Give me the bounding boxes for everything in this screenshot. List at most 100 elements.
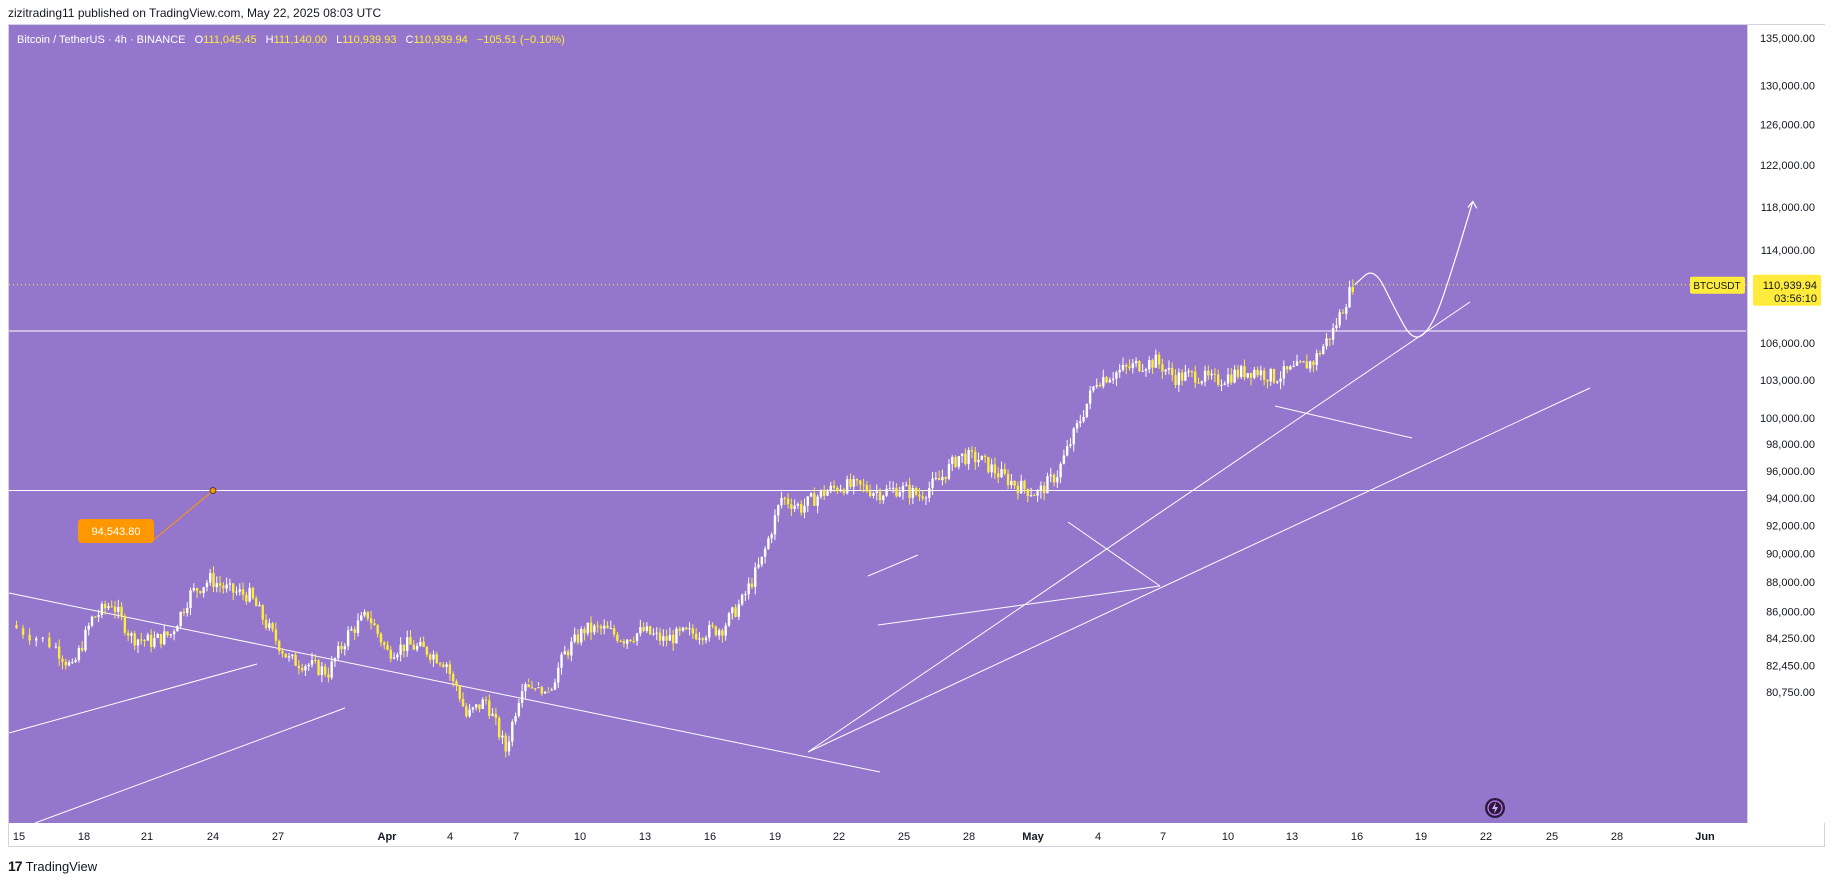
candle-body — [140, 639, 143, 641]
candle-body — [1029, 495, 1033, 497]
price-tick-label: 92,000.00 — [1766, 520, 1815, 532]
candle-body — [1020, 480, 1023, 494]
candle-body — [1345, 307, 1348, 314]
time-tick-label: 28 — [1611, 831, 1623, 843]
candle-body — [688, 628, 691, 630]
candle-body — [57, 646, 61, 659]
price-tick-label: 126,000.00 — [1760, 120, 1815, 132]
candle-body — [294, 654, 297, 666]
candle-body — [379, 633, 383, 643]
candle-body — [691, 628, 695, 634]
candle-body — [481, 699, 484, 709]
candle-body — [225, 584, 228, 589]
candle-body — [215, 583, 218, 588]
candle-body — [1184, 372, 1187, 381]
wedge-lower-line[interactable] — [877, 585, 1161, 626]
candle-body — [639, 627, 642, 634]
time-tick-label: 7 — [1160, 831, 1166, 843]
candle-body — [721, 630, 724, 636]
candle-body — [1016, 485, 1020, 494]
candle-body — [1102, 377, 1105, 387]
candle-body — [218, 583, 222, 586]
candle-body — [1105, 377, 1108, 383]
candle-body — [1223, 383, 1226, 385]
candle-body — [222, 585, 225, 589]
channel-upper-line[interactable] — [807, 301, 1471, 753]
candle-body — [1187, 371, 1190, 373]
channel-lower-line[interactable] — [807, 387, 1591, 753]
candle-body — [80, 648, 84, 651]
candle-body — [619, 640, 622, 642]
candle-body — [1151, 360, 1154, 368]
candle-body — [901, 485, 905, 493]
candle-body — [291, 654, 294, 657]
projection-path[interactable] — [1354, 201, 1474, 338]
candle-body — [340, 646, 343, 650]
candle-body — [159, 634, 163, 645]
candle-body — [1279, 378, 1282, 382]
candle-body — [15, 625, 18, 629]
price-axis[interactable] — [1747, 25, 1825, 823]
flag-upper-line[interactable] — [867, 554, 919, 577]
candle-body — [1282, 366, 1286, 379]
candle-body — [694, 633, 698, 640]
descending-trendline[interactable] — [8, 592, 881, 773]
event-icon-ring — [1487, 800, 1503, 816]
candle-body — [1226, 374, 1230, 384]
symbol-title[interactable]: Bitcoin / TetherUS · 4h · BINANCE — [17, 34, 186, 46]
candle-body — [868, 491, 872, 496]
candle-body — [1302, 361, 1305, 363]
candle-body — [327, 674, 330, 678]
footer-branding[interactable]: 17 TradingView — [8, 858, 97, 874]
time-tick-label: 18 — [78, 831, 90, 843]
candle-body — [977, 459, 980, 463]
candle-body — [599, 626, 603, 629]
candle-body — [320, 666, 324, 675]
candle-body — [1299, 361, 1302, 363]
candle-body — [983, 455, 987, 457]
candle-body — [442, 664, 445, 667]
early-channel-upper-line[interactable] — [8, 663, 258, 734]
candle-body — [1128, 366, 1131, 369]
candle-body — [553, 682, 557, 690]
candle-body — [455, 681, 458, 686]
candle-body — [360, 615, 363, 621]
candle-body — [1154, 354, 1158, 368]
candle-body — [1243, 366, 1246, 378]
candle-body — [494, 713, 498, 719]
candle-body — [232, 583, 235, 593]
candle-body — [1289, 366, 1292, 370]
candle-body — [750, 583, 754, 587]
annotation-box[interactable] — [78, 519, 154, 543]
candle-body — [1331, 328, 1335, 340]
time-axis[interactable] — [9, 823, 1747, 846]
candle-body — [1010, 480, 1013, 486]
candle-body — [1266, 379, 1269, 382]
candle-body — [238, 589, 241, 592]
symbol-tag[interactable] — [1690, 276, 1745, 294]
chart-plot-area[interactable] — [9, 25, 1747, 823]
current-price-tag[interactable] — [1753, 274, 1821, 306]
candle-body — [557, 667, 560, 683]
candle-body — [1239, 366, 1243, 377]
candle-body — [951, 456, 954, 464]
early-channel-lower-line[interactable] — [34, 707, 346, 824]
flag-top-line[interactable] — [1274, 405, 1413, 439]
annotation-anchor-point[interactable] — [209, 487, 217, 494]
candle-body — [261, 605, 264, 620]
candle-body — [195, 588, 199, 592]
candle-body — [1348, 286, 1351, 308]
candle-body — [71, 661, 74, 663]
candle-body — [891, 487, 895, 489]
tradingview-logo-icon: 17 — [8, 858, 23, 874]
candle-body — [760, 556, 764, 565]
candle-body — [1285, 366, 1289, 370]
price-tick-label: 135,000.00 — [1760, 33, 1815, 45]
candle-body — [465, 706, 468, 717]
candle-body — [497, 718, 501, 738]
candle-body — [1161, 364, 1164, 372]
wedge-upper-line[interactable] — [1067, 521, 1161, 587]
candle-body — [136, 639, 140, 646]
candle-body — [258, 605, 261, 607]
